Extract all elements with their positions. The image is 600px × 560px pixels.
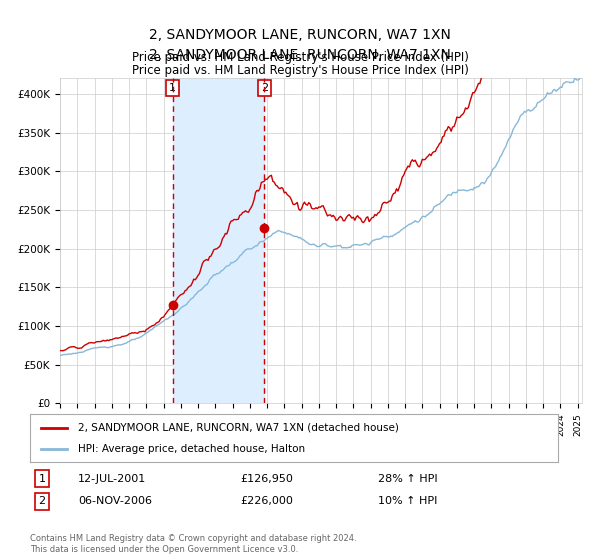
Text: 1: 1 xyxy=(169,83,176,93)
Text: HPI: Average price, detached house, Halton: HPI: Average price, detached house, Halt… xyxy=(77,444,305,454)
Bar xyxy=(173,78,265,403)
Text: 06-NOV-2006: 06-NOV-2006 xyxy=(78,496,152,506)
Text: £126,950: £126,950 xyxy=(240,474,293,484)
Text: 2, SANDYMOOR LANE, RUNCORN, WA7 1XN: 2, SANDYMOOR LANE, RUNCORN, WA7 1XN xyxy=(149,48,451,62)
Text: 1: 1 xyxy=(38,474,46,484)
Text: 12-JUL-2001: 12-JUL-2001 xyxy=(78,474,146,484)
Text: Price paid vs. HM Land Registry's House Price Index (HPI): Price paid vs. HM Land Registry's House … xyxy=(131,52,469,64)
Text: 2, SANDYMOOR LANE, RUNCORN, WA7 1XN (detached house): 2, SANDYMOOR LANE, RUNCORN, WA7 1XN (det… xyxy=(77,423,398,433)
Text: This data is licensed under the Open Government Licence v3.0.: This data is licensed under the Open Gov… xyxy=(30,545,298,554)
Text: Contains HM Land Registry data © Crown copyright and database right 2024.: Contains HM Land Registry data © Crown c… xyxy=(30,534,356,543)
Text: 2, SANDYMOOR LANE, RUNCORN, WA7 1XN: 2, SANDYMOOR LANE, RUNCORN, WA7 1XN xyxy=(149,28,451,42)
Text: 2: 2 xyxy=(261,83,268,93)
Text: 10% ↑ HPI: 10% ↑ HPI xyxy=(378,496,437,506)
Text: £226,000: £226,000 xyxy=(240,496,293,506)
Text: 2: 2 xyxy=(38,496,46,506)
Text: Price paid vs. HM Land Registry's House Price Index (HPI): Price paid vs. HM Land Registry's House … xyxy=(131,64,469,77)
Text: 28% ↑ HPI: 28% ↑ HPI xyxy=(378,474,437,484)
